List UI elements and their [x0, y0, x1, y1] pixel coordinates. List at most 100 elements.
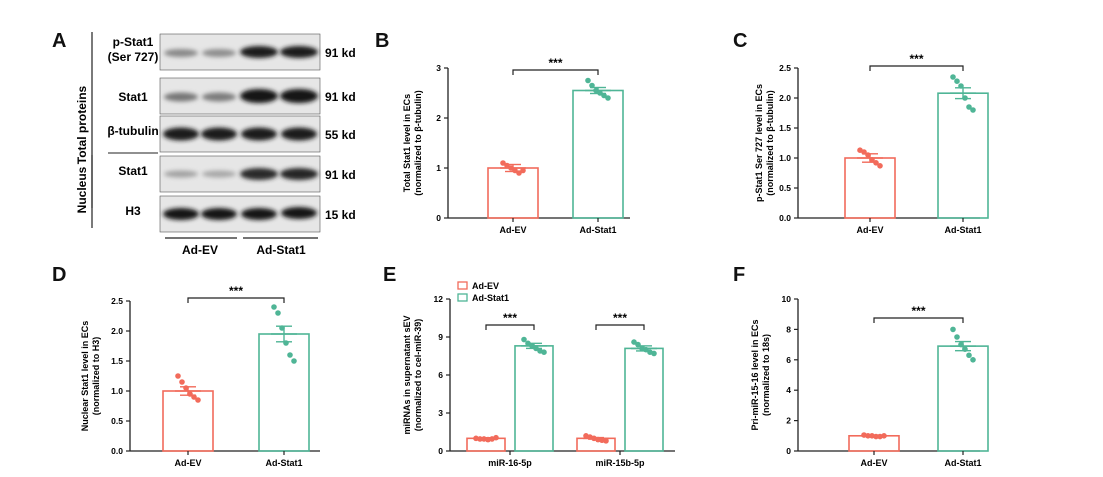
blot-label-h3: H3	[125, 204, 141, 218]
y-tick-label: 0.5	[779, 183, 791, 193]
y-axis-label-line: (normalized to 18s)	[761, 334, 771, 416]
data-point	[954, 78, 960, 84]
data-point	[529, 343, 535, 349]
significance-label: ***	[548, 56, 562, 70]
western-blot-panel: Total proteins Nucleus p-Stat1 (Ser 727)…	[75, 32, 356, 257]
significance-bracket	[485, 324, 535, 330]
panel-letter-a: A	[52, 30, 67, 52]
y-tick-label: 0	[786, 446, 791, 456]
data-point	[865, 152, 871, 158]
data-point	[593, 87, 599, 94]
y-tick-label: 0	[438, 446, 443, 456]
data-point	[865, 433, 871, 439]
y-axis-label-line: (normalized to cel-miR-39)	[413, 319, 423, 432]
x-tick-label: Ad-Stat1	[579, 225, 616, 235]
data-point	[873, 160, 879, 166]
blot-size-btubulin: 55 kd	[325, 128, 356, 142]
blot-strip-stat1-nucleus	[159, 155, 321, 193]
significance-label: ***	[613, 311, 627, 325]
data-point	[881, 433, 887, 439]
data-point	[175, 373, 181, 379]
y-tick-label: 1	[436, 163, 441, 173]
data-point	[291, 358, 297, 364]
panel-letter-e: E	[383, 264, 397, 286]
data-point	[195, 397, 201, 403]
data-point	[187, 391, 193, 397]
y-tick-label: 2.5	[779, 63, 791, 73]
y-tick-label: 1.5	[111, 356, 123, 366]
data-point	[873, 433, 879, 440]
blot-group-label-nucleus: Nucleus	[75, 166, 89, 213]
y-tick-label: 12	[434, 294, 444, 304]
blot-label-stat1-total: Stat1	[118, 90, 148, 104]
y-axis-label: Pri-miR-15-16 level in ECs (normalized to…	[750, 319, 771, 430]
data-point	[966, 104, 972, 110]
significance-bracket	[595, 324, 645, 330]
significance-bracket	[512, 69, 599, 75]
y-tick-label: 2.0	[779, 93, 791, 103]
blot-strip-pstat1	[159, 33, 321, 71]
data-point	[179, 379, 185, 385]
panel-letter-c: C	[733, 30, 748, 52]
panel-letter-d: D	[52, 264, 67, 286]
y-axis-label-line: p-Stat1 Ser 727 level in ECs	[754, 84, 764, 202]
y-tick-label: 1.0	[779, 153, 791, 163]
data-point	[601, 92, 607, 99]
legend-label: Ad-Stat1	[472, 293, 509, 303]
blot-strip-h3	[159, 195, 321, 233]
y-tick-label: 10	[782, 294, 792, 304]
data-point	[970, 357, 976, 363]
y-tick-label: 2.5	[111, 296, 123, 306]
significance-label: ***	[503, 311, 517, 325]
data-point	[970, 107, 976, 113]
y-tick-label: 0.0	[111, 446, 123, 456]
y-axis-label-line: (normalized to β-tubulin)	[413, 90, 423, 195]
significance-bracket	[869, 65, 964, 71]
data-point	[966, 352, 972, 359]
y-axis-label: miRNAs in supernatant sEV (normalized to …	[402, 315, 423, 434]
data-point	[962, 346, 968, 352]
x-tick-label: Ad-Stat1	[265, 458, 302, 468]
y-tick-label: 6	[438, 370, 443, 380]
data-point	[287, 352, 293, 358]
panel-letter-b: B	[375, 30, 390, 52]
x-tick-label: Ad-Stat1	[944, 458, 981, 468]
blot-label-stat1-nucleus: Stat1	[118, 164, 148, 178]
y-tick-label: 0.5	[111, 416, 123, 426]
significance-label: ***	[909, 52, 923, 66]
data-point	[283, 340, 289, 346]
blot-size-stat1-total: 91 kd	[325, 90, 356, 104]
y-axis-label-line: (normalized to β-tubulin)	[765, 90, 775, 195]
x-tick-label: Ad-EV	[861, 458, 888, 468]
x-tick-label: Ad-Stat1	[944, 225, 981, 235]
data-point	[521, 336, 527, 343]
data-point	[520, 167, 526, 174]
data-point	[603, 438, 609, 444]
data-point	[508, 165, 514, 171]
data-point	[589, 82, 595, 89]
y-axis-label-line: Total Stat1 level in ECs	[402, 94, 412, 192]
y-tick-label: 2	[436, 113, 441, 123]
significance-bracket	[873, 317, 964, 323]
data-point	[279, 325, 285, 331]
x-tick-label: Ad-EV	[857, 225, 884, 235]
y-axis-label: Total Stat1 level in ECs (normalized to β…	[402, 90, 423, 195]
legend-swatch	[457, 281, 468, 290]
y-tick-label: 3	[436, 63, 441, 73]
lane-label-ev: Ad-EV	[182, 243, 218, 257]
data-point	[958, 83, 964, 89]
data-point	[516, 170, 522, 176]
blot-size-h3: 15 kd	[325, 208, 356, 222]
blot-strip-btubulin	[159, 115, 321, 153]
y-axis-label: p-Stat1 Ser 727 level in ECs (normalized …	[754, 84, 775, 202]
x-tick-label: Ad-EV	[500, 225, 527, 235]
y-tick-label: 1.5	[779, 123, 791, 133]
data-point	[643, 346, 649, 353]
data-point	[958, 341, 964, 348]
data-point	[585, 77, 591, 84]
data-point	[500, 160, 506, 166]
blot-size-stat1-nucleus: 91 kd	[325, 168, 356, 182]
